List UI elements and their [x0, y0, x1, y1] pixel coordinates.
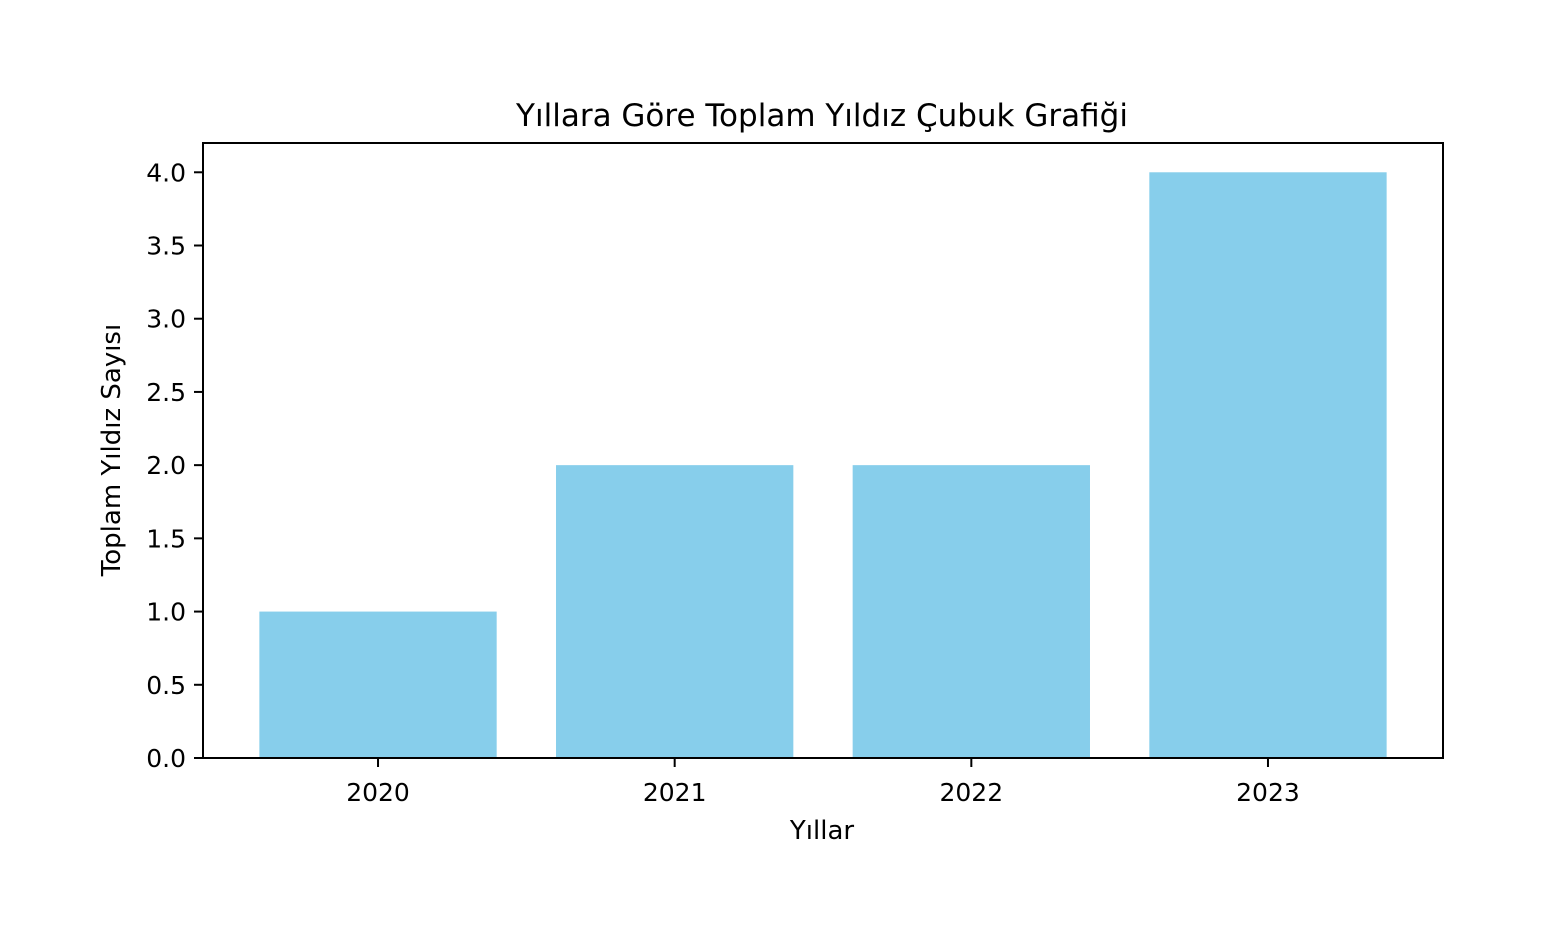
bars-layer [259, 172, 1387, 759]
y-tick-label: 2.0 [146, 451, 186, 480]
x-axis-label: Yıllar [789, 816, 854, 846]
x-tick-label: 2023 [1236, 778, 1300, 807]
bar-2023 [1149, 172, 1387, 759]
y-tick-label: 1.0 [146, 598, 186, 627]
y-tick-label: 0.0 [146, 744, 186, 773]
chart-title: Yıllara Göre Toplam Yıldız Çubuk Grafiği [515, 98, 1128, 134]
y-tick-label: 0.5 [146, 671, 186, 700]
bar-2020 [259, 611, 497, 758]
plot-frame [202, 142, 1444, 759]
y-tick-label: 4.0 [146, 158, 186, 187]
y-axis-label: Toplam Yıldız Sayısı [97, 324, 127, 577]
x-tick-label: 2020 [346, 778, 410, 807]
bar-2022 [852, 465, 1090, 758]
y-tick-label: 1.5 [146, 524, 186, 553]
y-tick-label: 3.5 [146, 232, 186, 261]
bar-2021 [556, 465, 794, 758]
x-tick-label: 2021 [643, 778, 707, 807]
x-tick-label: 2022 [940, 778, 1004, 807]
y-tick-label: 3.0 [146, 305, 186, 334]
y-tick-label: 2.5 [146, 378, 186, 407]
axes-layer: 0.0 0.5 1.0 1.5 2.0 2.5 3.0 3.5 4.0 2020 2021 2022 2… [146, 142, 1444, 807]
